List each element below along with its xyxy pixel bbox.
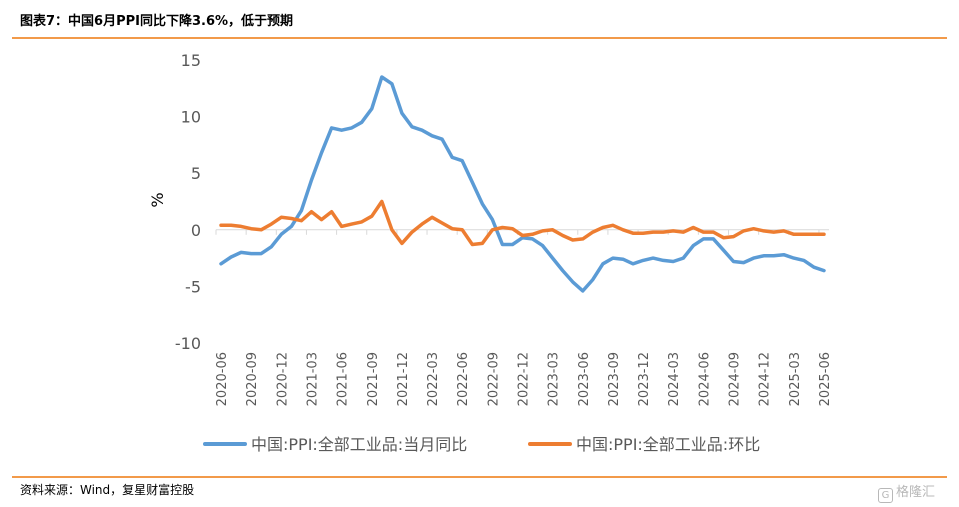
x-tick-label: 2020-06	[215, 352, 230, 406]
y-tick-label: -5	[185, 277, 201, 296]
y-tick-label: -10	[175, 334, 201, 353]
x-tick-label: 2021-09	[366, 352, 381, 406]
legend: 中国:PPI:全部工业品:当月同比 中国:PPI:全部工业品:环比	[203, 435, 760, 454]
footer-rule	[12, 476, 947, 478]
x-tick-label: 2024-12	[758, 352, 773, 406]
legend-label: 中国:PPI:全部工业品:当月同比	[251, 435, 467, 454]
y-axis: 15 10 5 0 -5 -10	[175, 51, 201, 353]
x-tick-label: 2022-12	[517, 352, 532, 406]
series-line-yoy	[219, 75, 826, 293]
x-tick-label: 2024-06	[697, 352, 712, 406]
y-tick-label: 10	[181, 108, 201, 127]
logo-mark-icon: G	[878, 488, 893, 503]
x-tick-label: 2020-12	[275, 352, 290, 406]
y-tick-label: 5	[191, 164, 201, 183]
series-lines	[219, 75, 826, 293]
logo-text: 格隆汇	[896, 485, 936, 500]
x-tick-label: 2022-06	[456, 352, 471, 406]
x-tick-label: 2024-03	[667, 352, 682, 406]
x-axis-labels: 2020-06 2020-09 2020-12 2021-03 2021-06 2021-…	[215, 352, 833, 406]
y-tick-label: 15	[181, 51, 201, 70]
x-tick-label: 2021-03	[305, 352, 320, 406]
x-tick-label: 2021-12	[396, 352, 411, 406]
gelonghui-logo: G 格隆汇	[878, 481, 935, 503]
series-line-mom	[219, 199, 826, 247]
x-tick-label: 2020-09	[245, 352, 260, 406]
y-tick-label: 0	[191, 221, 201, 240]
x-tick-label: 2023-03	[547, 352, 562, 406]
x-tick-label: 2025-03	[788, 352, 803, 406]
x-tick-label: 2023-09	[607, 352, 622, 406]
chart-title: 图表7：中国6月PPI同比下降3.6%，低于预期	[20, 14, 294, 29]
x-tick-label: 2023-06	[577, 352, 592, 406]
x-tick-label: 2024-09	[728, 352, 743, 406]
legend-label: 中国:PPI:全部工业品:环比	[576, 435, 760, 454]
x-tick-label: 2021-06	[336, 352, 351, 406]
source-note: 资料来源：Wind，复星财富控股	[20, 483, 195, 497]
x-tick-label: 2022-09	[486, 352, 501, 406]
x-tick-label: 2023-12	[637, 352, 652, 406]
x-tick-label: 2022-03	[426, 352, 441, 406]
header-rule	[12, 37, 947, 39]
y-axis-label: %	[148, 192, 167, 207]
x-tick-label: 2025-06	[818, 352, 833, 406]
